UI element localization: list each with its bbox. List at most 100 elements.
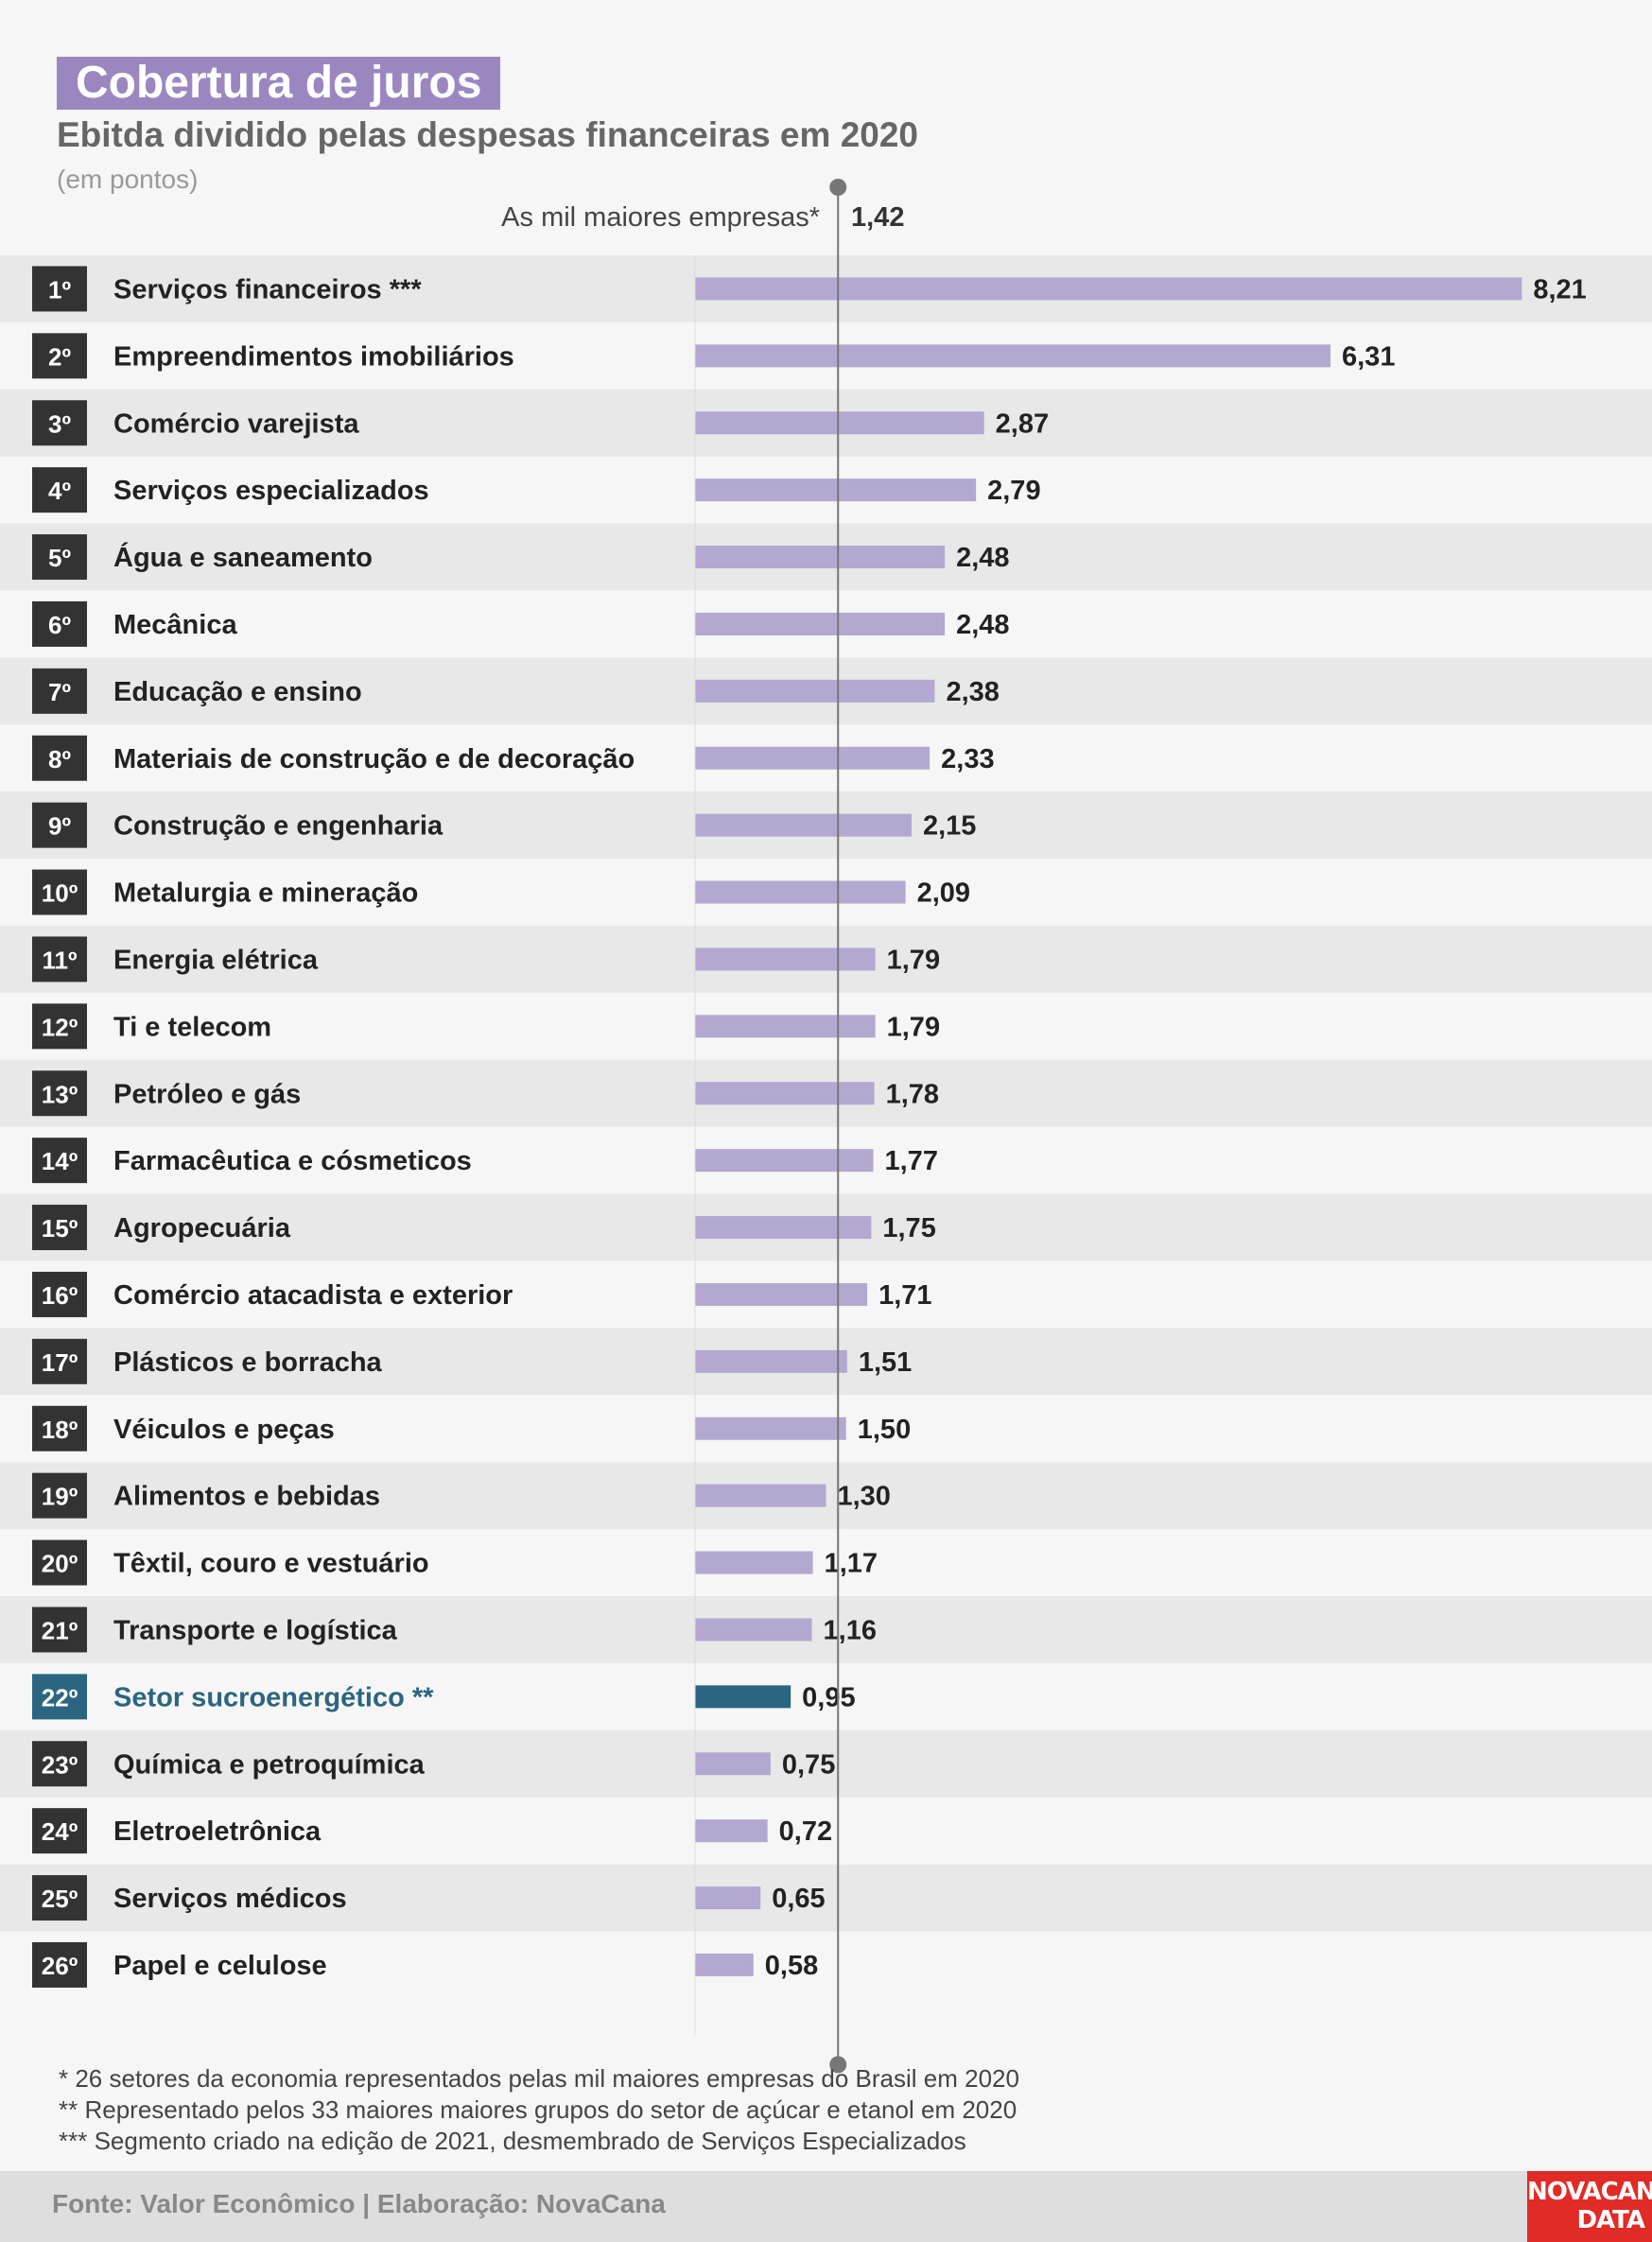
- row-stripe: [0, 1596, 1652, 1663]
- row-stripe: [0, 1864, 1652, 1932]
- rank-box: [32, 802, 87, 848]
- category-label: Educação e ensino: [113, 677, 362, 707]
- category-label: Setor sucroenergético **: [113, 1682, 434, 1712]
- footer-bar: [0, 2171, 1652, 2242]
- rank-label: 15º: [42, 1214, 78, 1243]
- category-label: Papel e celulose: [113, 1951, 327, 1981]
- bar: [695, 880, 906, 904]
- category-label: Serviços especializados: [113, 476, 429, 506]
- row-stripe: [0, 1729, 1652, 1798]
- category-label: Agropecuária: [113, 1213, 291, 1243]
- bar: [695, 1752, 771, 1776]
- value-label: 2,87: [996, 408, 1049, 439]
- logo-text-line2: DATA: [1576, 2206, 1645, 2234]
- category-label: Alimentos e bebidas: [113, 1482, 380, 1512]
- rank-box: [32, 600, 87, 647]
- value-label: 2,79: [987, 476, 1040, 506]
- rank-box: [32, 1003, 87, 1050]
- rank-label: 11º: [43, 946, 78, 974]
- rank-box: [32, 266, 87, 312]
- value-label: 1,17: [825, 1549, 878, 1579]
- chart-title: Cobertura de juros: [57, 57, 501, 110]
- bar: [695, 813, 912, 837]
- rank-label: 13º: [42, 1080, 78, 1108]
- value-label: 0,75: [782, 1749, 835, 1780]
- rank-label: 3º: [48, 409, 71, 438]
- category-label: Transporte e logística: [113, 1615, 398, 1645]
- value-label: 1,71: [878, 1280, 931, 1311]
- bar: [695, 1349, 847, 1373]
- bar: [695, 1886, 761, 1910]
- bar: [695, 1416, 846, 1440]
- rank-label: 23º: [42, 1750, 78, 1779]
- rank-box: [32, 1607, 87, 1653]
- bar: [695, 612, 946, 635]
- category-label: Química e petroquímica: [113, 1749, 426, 1780]
- category-label: Ti e telecom: [113, 1012, 271, 1042]
- chart-subtitle: Ebitda dividido pelas despesas financeir…: [57, 115, 918, 154]
- rank-label: 26º: [42, 1952, 78, 1980]
- rank-box: [32, 668, 87, 714]
- bar: [695, 1216, 872, 1240]
- rank-box: [32, 467, 87, 513]
- source-credit: Fonte: Valor Econômico | Elaboração: Nov…: [52, 2189, 666, 2218]
- category-label: Serviços médicos: [113, 1884, 347, 1914]
- bar: [695, 546, 946, 569]
- rank-label: 16º: [42, 1281, 78, 1310]
- novacana-logo: NOVACANA DATA: [1527, 2171, 1652, 2242]
- value-label: 1,30: [837, 1482, 890, 1512]
- rank-label: 2º: [48, 342, 71, 371]
- category-label: Véiculos e peças: [113, 1415, 335, 1445]
- reference-label: As mil maiores empresas*: [501, 202, 820, 233]
- value-label: 1,77: [885, 1146, 938, 1176]
- rank-box: [32, 1405, 87, 1451]
- bar: [695, 1618, 812, 1642]
- rank-box: [32, 1472, 87, 1519]
- rank-box: [32, 1271, 87, 1317]
- category-label: Serviços financeiros ***: [113, 274, 422, 304]
- rank-label: 4º: [48, 477, 71, 505]
- rank-box: [32, 869, 87, 915]
- logo-text-line1: NOVACANA: [1527, 2178, 1652, 2206]
- category-label: Petróleo e gás: [113, 1079, 301, 1109]
- rank-label: 25º: [42, 1885, 78, 1913]
- category-label: Plásticos e borracha: [113, 1347, 383, 1378]
- rank-box: [32, 1941, 87, 1988]
- value-label: 1,51: [859, 1347, 912, 1378]
- value-label: 2,15: [923, 811, 976, 842]
- rank-box: [32, 1338, 87, 1384]
- reference-value: 1,42: [851, 202, 905, 233]
- rank-label: 9º: [48, 812, 71, 841]
- row-stripe: [0, 1462, 1652, 1530]
- category-label: Energia elétrica: [113, 945, 319, 975]
- category-label: Água e saneamento: [113, 541, 373, 573]
- reference-dot-top: [829, 179, 847, 196]
- rank-label: 19º: [42, 1483, 78, 1511]
- category-label: Metalurgia e mineração: [113, 878, 418, 909]
- value-label: 0,65: [772, 1884, 825, 1914]
- value-label: 1,78: [886, 1079, 939, 1109]
- rank-box: [32, 534, 87, 581]
- bar: [695, 277, 1522, 301]
- bar-chart: 1º Serviços financeiros *** 8,21 2º Empreend…: [0, 179, 1652, 2074]
- rank-box: [32, 1674, 87, 1720]
- bar: [695, 1953, 754, 1976]
- rank-label: 6º: [48, 611, 71, 639]
- rank-box: [32, 1205, 87, 1251]
- category-label: Comércio atacadista e exterior: [113, 1280, 513, 1311]
- category-label: Construção e engenharia: [113, 811, 443, 842]
- value-label: 1,79: [887, 945, 940, 975]
- bar: [695, 1551, 813, 1574]
- value-label: 2,33: [941, 744, 994, 774]
- category-label: Comércio varejista: [113, 408, 359, 439]
- value-label: 1,50: [858, 1415, 911, 1445]
- bar: [695, 1484, 826, 1507]
- rank-label: 1º: [48, 275, 71, 304]
- rank-box: [32, 735, 87, 781]
- rank-box: [32, 1875, 87, 1921]
- rank-box: [32, 1808, 87, 1854]
- value-label: 2,09: [917, 878, 970, 909]
- bar: [695, 478, 977, 502]
- rank-box: [32, 1741, 87, 1787]
- footnote-1: * 26 setores da economia representados p…: [59, 2064, 1019, 2093]
